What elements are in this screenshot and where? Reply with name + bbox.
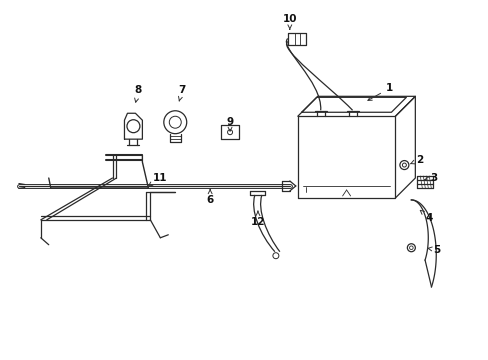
Text: 11: 11 xyxy=(148,173,167,186)
Text: 8: 8 xyxy=(134,85,142,102)
Text: 4: 4 xyxy=(419,210,432,223)
Text: 10: 10 xyxy=(282,14,297,29)
Text: 12: 12 xyxy=(250,211,264,227)
Text: 2: 2 xyxy=(409,155,422,165)
Text: 5: 5 xyxy=(427,245,440,255)
Text: 7: 7 xyxy=(178,85,185,101)
Text: 6: 6 xyxy=(206,189,213,205)
Text: 3: 3 xyxy=(424,173,437,183)
Text: 1: 1 xyxy=(367,84,392,100)
Text: 9: 9 xyxy=(226,117,233,131)
